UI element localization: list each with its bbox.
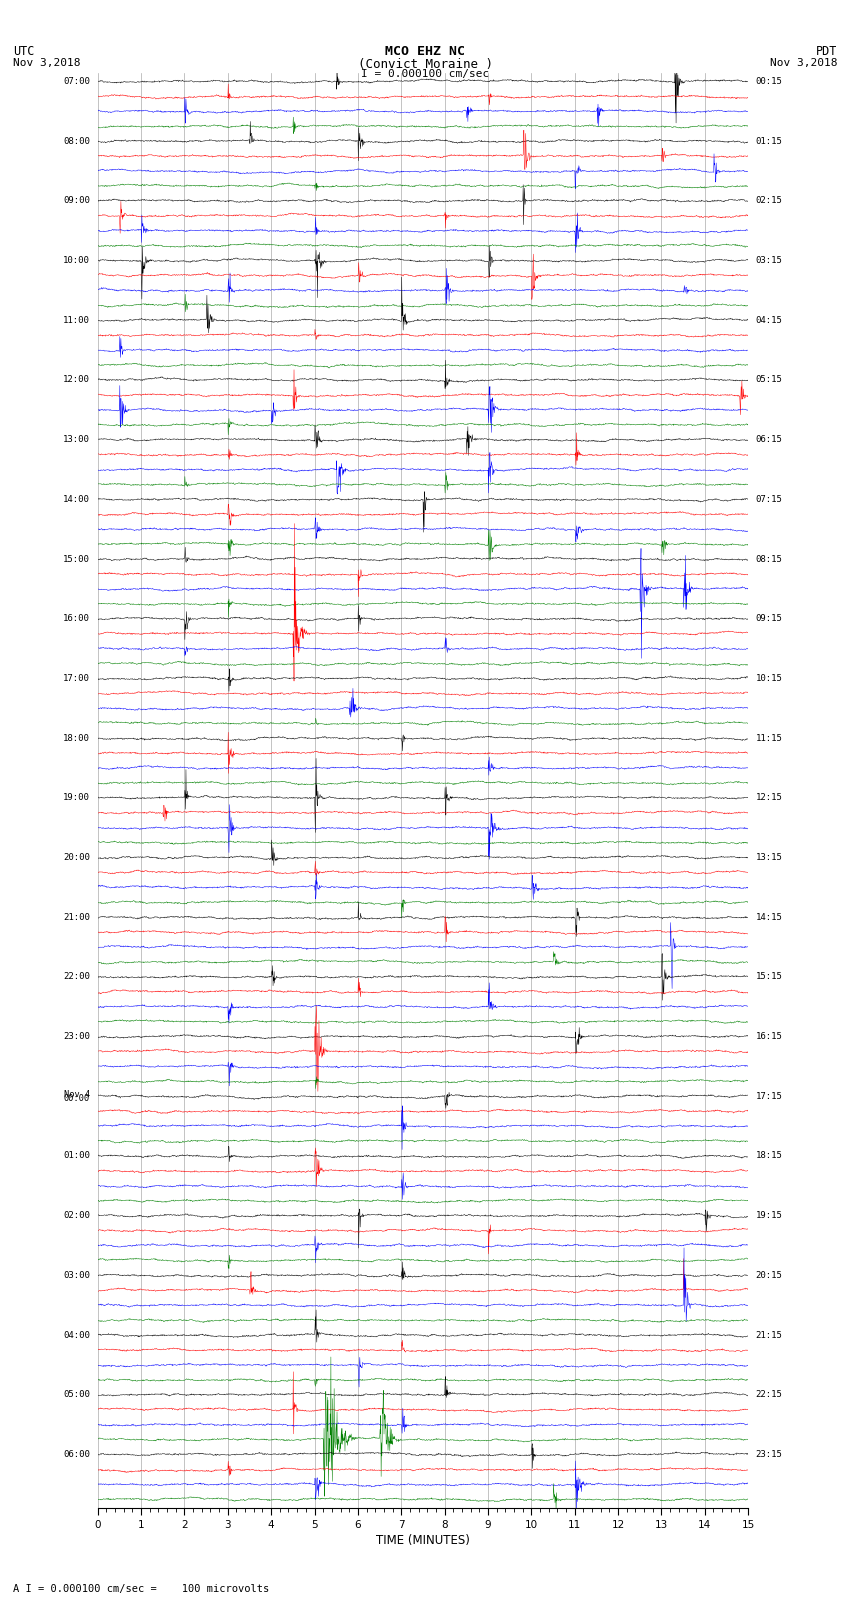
Text: 01:15: 01:15: [756, 137, 783, 145]
Text: 06:15: 06:15: [756, 436, 783, 444]
Text: I = 0.000100 cm/sec: I = 0.000100 cm/sec: [361, 69, 489, 79]
Text: 06:00: 06:00: [63, 1450, 90, 1458]
Text: Nov 3,2018: Nov 3,2018: [13, 58, 80, 68]
Text: Nov 3,2018: Nov 3,2018: [770, 58, 837, 68]
Text: (Convict Moraine ): (Convict Moraine ): [358, 58, 492, 71]
Text: 05:15: 05:15: [756, 376, 783, 384]
Text: 14:00: 14:00: [63, 495, 90, 503]
Text: 04:15: 04:15: [756, 316, 783, 324]
Text: 20:15: 20:15: [756, 1271, 783, 1279]
Text: 21:00: 21:00: [63, 913, 90, 921]
Text: 03:00: 03:00: [63, 1271, 90, 1279]
X-axis label: TIME (MINUTES): TIME (MINUTES): [376, 1534, 470, 1547]
Text: 09:00: 09:00: [63, 197, 90, 205]
Text: 17:00: 17:00: [63, 674, 90, 682]
Text: PDT: PDT: [816, 45, 837, 58]
Text: 05:00: 05:00: [63, 1390, 90, 1398]
Text: 12:00: 12:00: [63, 376, 90, 384]
Text: 18:15: 18:15: [756, 1152, 783, 1160]
Text: 07:00: 07:00: [63, 77, 90, 85]
Text: 19:15: 19:15: [756, 1211, 783, 1219]
Text: 09:15: 09:15: [756, 615, 783, 623]
Text: 15:15: 15:15: [756, 973, 783, 981]
Text: 11:15: 11:15: [756, 734, 783, 742]
Text: A I = 0.000100 cm/sec =    100 microvolts: A I = 0.000100 cm/sec = 100 microvolts: [13, 1584, 269, 1594]
Text: 13:00: 13:00: [63, 436, 90, 444]
Text: 14:15: 14:15: [756, 913, 783, 921]
Text: 00:00: 00:00: [64, 1094, 90, 1103]
Text: 23:00: 23:00: [63, 1032, 90, 1040]
Text: 17:15: 17:15: [756, 1092, 783, 1100]
Text: 07:15: 07:15: [756, 495, 783, 503]
Text: 13:15: 13:15: [756, 853, 783, 861]
Text: 16:15: 16:15: [756, 1032, 783, 1040]
Text: 20:00: 20:00: [63, 853, 90, 861]
Text: 23:15: 23:15: [756, 1450, 783, 1458]
Text: 22:15: 22:15: [756, 1390, 783, 1398]
Text: 08:15: 08:15: [756, 555, 783, 563]
Text: 02:00: 02:00: [63, 1211, 90, 1219]
Text: MCO EHZ NC: MCO EHZ NC: [385, 45, 465, 58]
Text: 10:15: 10:15: [756, 674, 783, 682]
Text: 11:00: 11:00: [63, 316, 90, 324]
Text: UTC: UTC: [13, 45, 34, 58]
Text: 01:00: 01:00: [63, 1152, 90, 1160]
Text: 10:00: 10:00: [63, 256, 90, 265]
Text: 22:00: 22:00: [63, 973, 90, 981]
Text: 08:00: 08:00: [63, 137, 90, 145]
Text: 15:00: 15:00: [63, 555, 90, 563]
Text: 21:15: 21:15: [756, 1331, 783, 1339]
Text: 02:15: 02:15: [756, 197, 783, 205]
Text: 03:15: 03:15: [756, 256, 783, 265]
Text: 19:00: 19:00: [63, 794, 90, 802]
Text: 04:00: 04:00: [63, 1331, 90, 1339]
Text: 16:00: 16:00: [63, 615, 90, 623]
Text: 00:15: 00:15: [756, 77, 783, 85]
Text: 12:15: 12:15: [756, 794, 783, 802]
Text: Nov 4: Nov 4: [64, 1089, 90, 1098]
Text: 18:00: 18:00: [63, 734, 90, 742]
